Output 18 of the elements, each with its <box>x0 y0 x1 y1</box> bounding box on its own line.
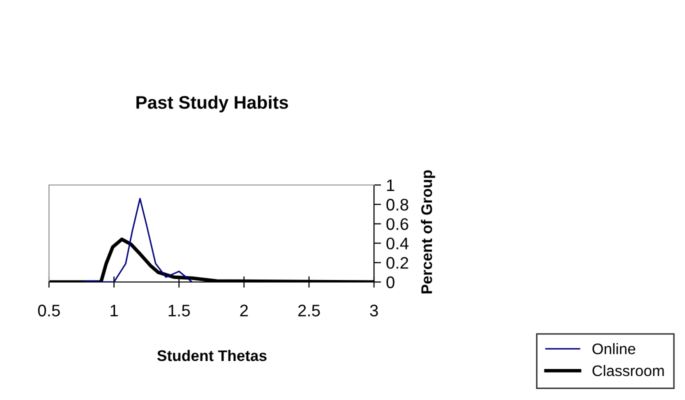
x-tick-label: 3 <box>370 304 378 316</box>
x-tick-label: 1 <box>110 304 118 316</box>
y-tick-label: 0.6 <box>386 218 408 230</box>
x-tick-label: 2.5 <box>298 304 320 316</box>
y-tick-label: 0 <box>386 276 394 288</box>
line-series <box>83 198 193 282</box>
y-axis-title: Percent of Group <box>420 170 436 294</box>
x-tick-label: 0.5 <box>38 304 60 316</box>
y-tick-label: 0.8 <box>386 198 408 211</box>
x-axis-title: Student Thetas <box>157 350 267 362</box>
y-tick-label: 0.4 <box>386 238 408 250</box>
chart-title: Past Study Habits <box>136 96 288 112</box>
legend-label: Online <box>592 343 636 354</box>
x-tick-label: 1.5 <box>168 304 190 316</box>
y-tick-label: 0.2 <box>386 257 408 269</box>
legend-label: Classroom <box>592 364 664 376</box>
y-tick-label: 1 <box>387 180 394 192</box>
x-tick-label: 2 <box>240 304 248 316</box>
